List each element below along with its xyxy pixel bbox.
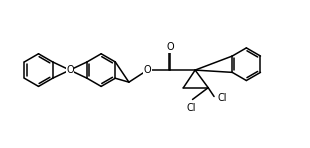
Text: O: O [144, 65, 151, 75]
Text: O: O [166, 42, 174, 52]
Text: Cl: Cl [186, 103, 196, 113]
Text: Cl: Cl [218, 94, 228, 103]
Text: O: O [66, 65, 74, 75]
